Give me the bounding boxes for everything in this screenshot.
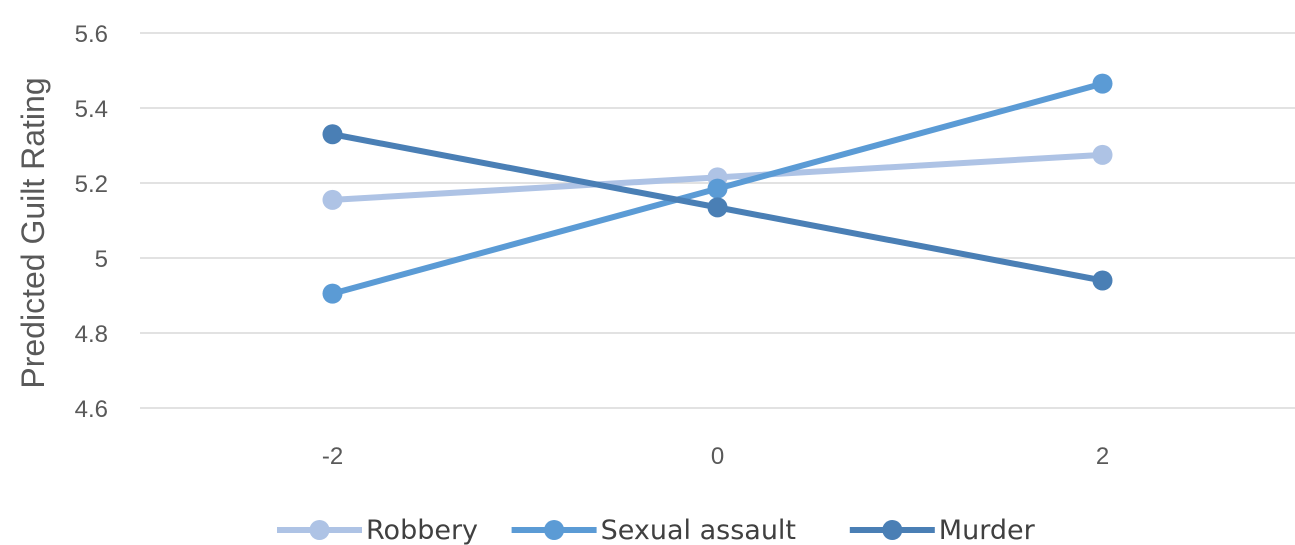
y-axis-ticks: 4.6 4.8 5 5.2 5.4 5.6	[75, 21, 108, 423]
y-tick-label: 4.6	[75, 396, 108, 423]
x-tick-label: 2	[1096, 443, 1109, 470]
data-point	[322, 124, 343, 145]
data-point	[1092, 73, 1113, 94]
series-lines	[322, 73, 1113, 304]
y-tick-label: 4.8	[75, 321, 108, 348]
legend-swatch-marker	[882, 520, 903, 540]
series-murder	[322, 124, 1113, 291]
legend-item: Robbery	[277, 515, 478, 545]
x-tick-label: 0	[711, 443, 724, 470]
y-tick-label: 5.6	[75, 21, 108, 48]
legend-label: Robbery	[366, 515, 478, 545]
data-point	[1092, 144, 1113, 165]
legend-label: Sexual assault	[601, 515, 796, 545]
gridlines	[140, 32, 1295, 409]
legend-item: Murder	[849, 515, 1036, 545]
y-tick-label: 5.2	[75, 171, 108, 198]
data-point	[1092, 270, 1113, 291]
legend-swatch-marker	[544, 520, 565, 540]
legend-item: Sexual assault	[511, 515, 796, 545]
data-point	[707, 178, 728, 199]
legend: Robbery Sexual assault Murder	[277, 515, 1036, 545]
x-tick-label: -2	[322, 443, 343, 470]
data-point	[707, 197, 728, 218]
legend-swatch-marker	[309, 520, 330, 540]
y-axis-title: Predicted Guilt Rating	[15, 77, 51, 388]
y-tick-label: 5	[95, 246, 108, 273]
x-axis-ticks: -2 0 2	[322, 443, 1109, 470]
legend-label: Murder	[939, 515, 1036, 545]
series-sexual-assault	[322, 73, 1113, 304]
data-point	[322, 189, 343, 210]
y-tick-label: 5.4	[75, 96, 108, 123]
data-point	[322, 283, 343, 304]
